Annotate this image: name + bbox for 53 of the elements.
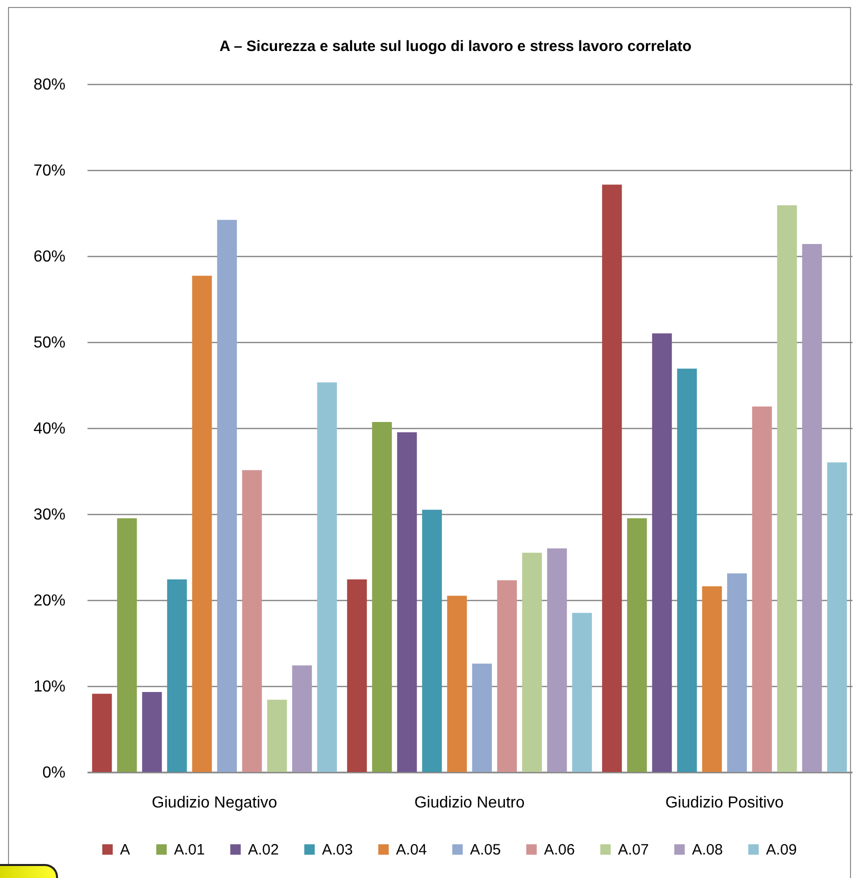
legend-label: A.08 bbox=[692, 842, 723, 858]
legend-label: A.01 bbox=[174, 842, 205, 858]
bar bbox=[167, 579, 187, 772]
bar bbox=[472, 664, 492, 772]
bar bbox=[242, 470, 262, 772]
y-tick-label: 60% bbox=[33, 248, 66, 266]
y-tick-label: 80% bbox=[33, 76, 66, 94]
bar bbox=[92, 694, 112, 772]
bar bbox=[702, 586, 722, 772]
bar bbox=[447, 596, 467, 772]
bar bbox=[652, 333, 672, 772]
legend-label: A.03 bbox=[322, 842, 353, 858]
bar bbox=[627, 518, 647, 772]
chart-title: A – Sicurezza e salute sul luogo di lavoro e stress lavoro correlato bbox=[219, 38, 692, 55]
legend-label: A.05 bbox=[470, 842, 501, 858]
bar bbox=[777, 205, 797, 772]
bar bbox=[602, 184, 622, 772]
x-tick-label: Giudizio Negativo bbox=[152, 794, 278, 812]
bar bbox=[347, 579, 367, 772]
bar bbox=[752, 406, 772, 772]
bar bbox=[372, 422, 392, 772]
bar bbox=[397, 432, 417, 772]
x-tick-label: Giudizio Positivo bbox=[665, 794, 784, 812]
legend-label: A.07 bbox=[618, 842, 649, 858]
bar bbox=[267, 700, 287, 772]
legend-label: A.09 bbox=[766, 842, 797, 858]
legend-label: A bbox=[120, 842, 130, 858]
bar bbox=[292, 665, 312, 772]
bar bbox=[727, 573, 747, 772]
y-tick-label: 40% bbox=[33, 420, 66, 438]
legend-label: A.02 bbox=[248, 842, 279, 858]
bar bbox=[802, 244, 822, 772]
bar bbox=[497, 580, 517, 772]
y-tick-label: 0% bbox=[42, 764, 66, 782]
bar bbox=[827, 462, 847, 772]
y-tick-label: 30% bbox=[33, 506, 66, 524]
bar bbox=[317, 382, 337, 772]
y-tick-label: 20% bbox=[33, 592, 66, 610]
legend-label: A.04 bbox=[396, 842, 427, 858]
bar bbox=[217, 220, 237, 772]
bar bbox=[117, 518, 137, 772]
bar bbox=[677, 368, 697, 772]
bar bbox=[547, 548, 567, 772]
legend-label: A.06 bbox=[544, 842, 575, 858]
bar bbox=[142, 692, 162, 772]
bar bbox=[192, 276, 212, 772]
x-tick-label: Giudizio Neutro bbox=[414, 794, 525, 812]
y-tick-label: 70% bbox=[33, 162, 66, 180]
bar bbox=[422, 510, 442, 772]
bar bbox=[522, 552, 542, 772]
bar bbox=[572, 612, 592, 772]
y-tick-label: 10% bbox=[33, 678, 66, 696]
y-tick-label: 50% bbox=[33, 334, 66, 352]
